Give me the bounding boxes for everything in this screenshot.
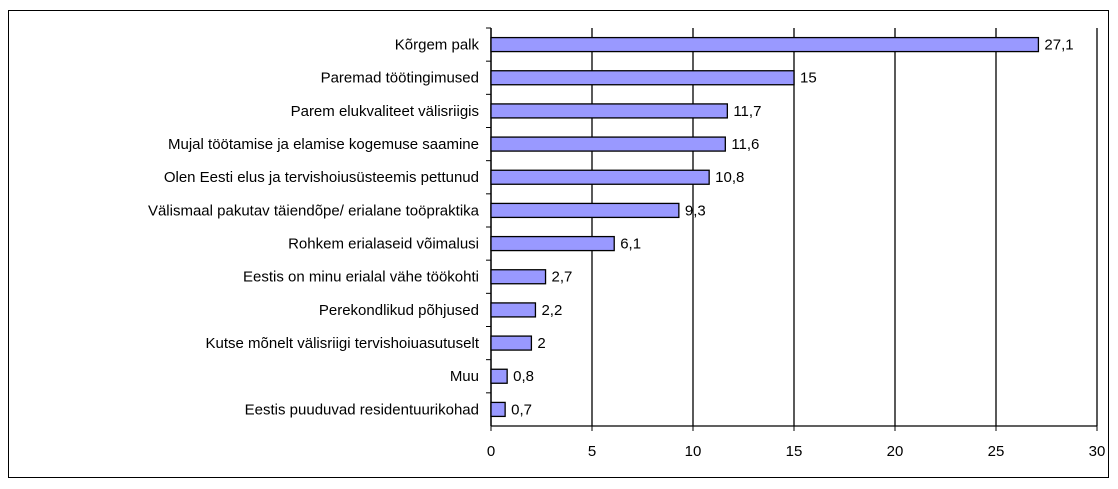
data-label: 0,8 [513, 368, 534, 385]
data-label: 27,1 [1044, 37, 1073, 54]
bar [490, 103, 728, 119]
y-tick-label: Kutse mõnelt välisriigi tervishoiuasutus… [206, 335, 480, 352]
x-tick-label: 20 [887, 443, 904, 460]
bar [490, 335, 533, 351]
y-tick-label: Parem elukvaliteet välisriigis [291, 103, 479, 120]
x-tick-label: 5 [588, 443, 596, 460]
data-label: 15 [800, 70, 817, 87]
bar [490, 235, 615, 252]
y-tick-label: Rohkem erialaseid võimalusi [288, 236, 479, 253]
bar [490, 302, 537, 318]
data-label: 11,7 [733, 103, 761, 120]
y-tick-label: Kõrgem palk [395, 37, 480, 54]
y-tick-label: Muu [450, 368, 479, 385]
data-label: 6,1 [620, 236, 641, 253]
data-label: 10,8 [715, 169, 744, 186]
bar [490, 401, 506, 418]
bar [490, 136, 726, 152]
bar [490, 36, 1040, 53]
data-label: 2,2 [541, 302, 562, 319]
y-tick-label: Olen Eesti elus ja tervishoiusüsteemis p… [164, 169, 479, 186]
bar [490, 169, 710, 185]
y-tick-label: Eestis puuduvad residentuurikohad [245, 401, 479, 418]
data-label: 2,7 [552, 269, 573, 286]
bar [490, 269, 547, 285]
y-tick-label: Eestis on minu erialal vähe töökohti [243, 269, 479, 286]
data-label: 2 [537, 335, 545, 352]
x-tick-label: 10 [685, 443, 702, 460]
x-tick-label: 25 [988, 443, 1005, 460]
y-tick-label: Paremad töötingimused [321, 70, 479, 87]
bar [490, 70, 795, 86]
data-label: 11,6 [731, 136, 759, 153]
y-tick-label: Mujal töötamise ja elamise kogemuse saam… [168, 136, 479, 153]
y-tick-label: Välismaal pakutav täiendõpe/ erialane to… [148, 202, 480, 219]
data-label: 0,7 [511, 401, 532, 418]
bar [490, 368, 508, 384]
bar [490, 202, 680, 219]
x-tick-label: 15 [786, 443, 803, 460]
data-label: 9,3 [685, 202, 706, 219]
x-tick-label: 0 [487, 443, 495, 460]
x-tick-label: 30 [1089, 443, 1106, 460]
y-tick-label: Perekondlikud põhjused [319, 302, 479, 319]
